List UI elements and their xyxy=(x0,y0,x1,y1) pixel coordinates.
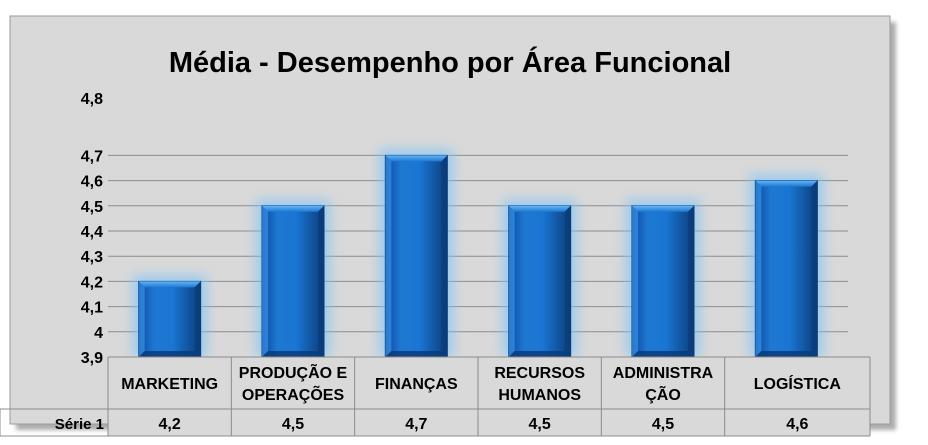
bar-bevel-bottom xyxy=(755,351,818,357)
y-tick-label: 4,4 xyxy=(81,224,103,241)
bar-bevel-right xyxy=(194,281,201,357)
y-tick-label: 4,8 xyxy=(81,91,103,108)
bar-bevel-left xyxy=(508,205,515,357)
bar-bevel-bottom xyxy=(508,351,571,357)
data-label: 4,7 xyxy=(405,416,427,433)
bar-body xyxy=(138,280,202,358)
bar-bevel-left xyxy=(385,155,392,357)
bar xyxy=(379,149,454,358)
bar-bevel-left xyxy=(755,180,762,357)
bar xyxy=(749,174,824,358)
bar-bevel-bottom xyxy=(632,351,694,357)
category-label: PRODUÇÃO E xyxy=(239,362,348,382)
bar-bevel-right xyxy=(318,205,324,357)
bar-bevel-bottom xyxy=(138,351,201,357)
bar-bevel-top xyxy=(508,205,571,212)
y-axis-ticks: 3,9 4 4,1 4,2 4,3 4,4 4,5 4,6 4,7 4,8 xyxy=(81,91,103,367)
y-tick-label: 4,3 xyxy=(81,249,103,266)
bar-body xyxy=(384,154,448,358)
bar-bevel-right xyxy=(811,180,818,357)
data-label: 4,6 xyxy=(786,416,808,433)
bar-bevel-right xyxy=(441,155,448,357)
bar-bevel-top xyxy=(138,281,201,288)
category-label: OPERAÇÕES xyxy=(242,384,345,404)
table-bg xyxy=(108,357,870,436)
category-label: LOGÍSTICA xyxy=(754,374,842,393)
category-label: MARKETING xyxy=(121,376,218,393)
category-label: ADMINISTRA xyxy=(613,365,714,382)
y-tick-label: 4 xyxy=(94,325,103,342)
chart-title: Média - Desempenho por Área Funcional xyxy=(169,45,731,79)
bar xyxy=(256,199,330,358)
category-label: FINANÇAS xyxy=(375,376,458,393)
y-tick-label: 4,5 xyxy=(81,199,103,216)
data-label: 4,5 xyxy=(282,416,304,433)
bar-bevel-left xyxy=(138,281,145,357)
bar-bevel-top xyxy=(385,155,448,162)
bar xyxy=(626,199,700,358)
series-name: Série 1 xyxy=(55,416,104,433)
category-label: ÇÃO xyxy=(645,384,681,404)
category-label: HUMANOS xyxy=(498,387,581,404)
category-label: RECURSOS xyxy=(494,365,585,382)
bar-body xyxy=(508,205,572,358)
bar-bevel-left xyxy=(632,205,638,357)
y-tick-label: 4,6 xyxy=(81,174,103,191)
bar-body xyxy=(261,205,325,358)
bar-bevel-bottom xyxy=(262,351,324,357)
grid-lines xyxy=(108,154,848,333)
bar-bevel-top xyxy=(632,205,694,212)
bar-body xyxy=(631,205,695,358)
y-tick-label: 4,1 xyxy=(81,300,103,317)
bar-body xyxy=(754,180,818,358)
y-tick-label: 4,2 xyxy=(81,274,103,291)
bar-bevel-top xyxy=(262,205,324,212)
bar-bevel-top xyxy=(755,180,818,187)
y-tick-label: 4,7 xyxy=(81,148,103,165)
data-label: 4,2 xyxy=(159,416,181,433)
bars xyxy=(132,149,824,358)
bar-bevel-right xyxy=(564,205,571,357)
bar xyxy=(132,275,207,358)
bar xyxy=(502,199,577,358)
data-label: 4,5 xyxy=(652,416,674,433)
data-label: 4,5 xyxy=(529,416,551,433)
bar-bevel-bottom xyxy=(385,351,448,357)
bar-bevel-left xyxy=(262,205,268,357)
y-tick-label: 3,9 xyxy=(81,350,103,367)
bar-bevel-right xyxy=(688,205,694,357)
